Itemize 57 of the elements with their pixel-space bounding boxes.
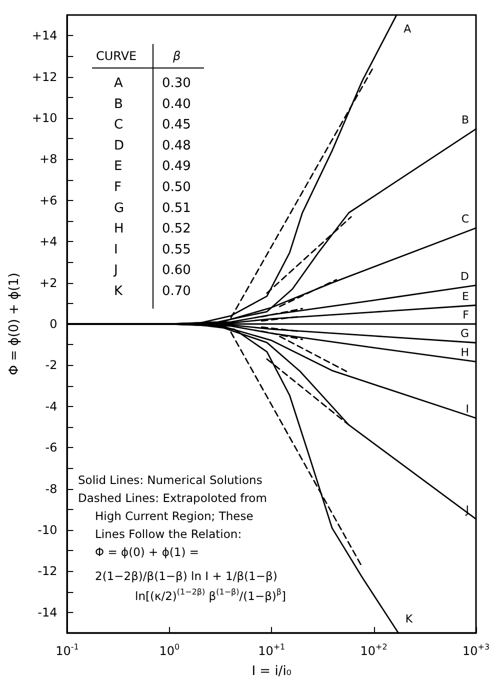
y-tick-label: -14 xyxy=(38,605,58,620)
series-label: G xyxy=(460,327,469,340)
y-tick-label: 0 xyxy=(50,317,58,331)
annotation: G xyxy=(114,200,124,216)
annotation: A xyxy=(114,76,123,92)
annotation: 0.48 xyxy=(162,138,191,154)
series-label: F xyxy=(462,308,469,322)
y-tick-label: -10 xyxy=(38,523,58,537)
y-axis-title: Φ = ϕ(0) + ϕ(1) xyxy=(7,272,22,376)
series-label: B xyxy=(461,113,469,126)
annotation: High Current Region; These xyxy=(95,509,254,523)
y-tick-label: -4 xyxy=(45,399,58,414)
series-label: A xyxy=(404,22,412,36)
y-tick-label: +8 xyxy=(40,152,58,166)
annotation: E xyxy=(114,159,122,174)
annotation: 0.50 xyxy=(162,180,191,196)
annotation: Dashed Lines: Extrapoloted from xyxy=(78,491,267,505)
annotation: 0.45 xyxy=(162,118,191,133)
y-tick-label: -12 xyxy=(38,564,58,578)
annotation: 0.30 xyxy=(162,76,191,92)
y-tick-label: +14 xyxy=(32,28,58,43)
annotation: K xyxy=(114,284,123,300)
annotation: 0.60 xyxy=(162,263,191,278)
annotation: 0.52 xyxy=(162,222,191,237)
annotation: Φ = ϕ(0) + ϕ(1) = xyxy=(95,545,199,559)
annotation: J xyxy=(113,263,118,278)
annotation: B xyxy=(114,96,123,112)
annotation: CURVE xyxy=(96,49,137,63)
annotation: Lines Follow the Relation: xyxy=(95,527,242,541)
annotation: 2(1−2β)/β(1−β) ln I + 1/β(1−β) xyxy=(95,569,278,583)
annotation: 0.49 xyxy=(162,159,191,174)
y-tick-label: -6 xyxy=(45,440,58,455)
annotation: D xyxy=(114,138,124,154)
y-tick-label: +10 xyxy=(32,111,58,125)
y-tick-label: -8 xyxy=(45,482,58,496)
y-tick-label: +4 xyxy=(40,234,58,249)
annotation: C xyxy=(114,118,124,133)
annotation: β xyxy=(172,49,181,63)
annotation: 0.40 xyxy=(162,96,191,112)
annotation: Solid Lines: Numerical Solutions xyxy=(78,473,262,487)
y-tick-label: +6 xyxy=(40,193,58,208)
series-label: C xyxy=(461,212,470,226)
annotation: 0.70 xyxy=(162,284,191,300)
x-axis-title: I = i/i₀ xyxy=(252,664,292,679)
series-label: K xyxy=(405,612,414,626)
series-label: D xyxy=(460,270,469,283)
annotation: F xyxy=(114,180,122,196)
annotation: 0.55 xyxy=(162,242,191,258)
y-tick-label: +2 xyxy=(40,276,58,290)
annotation: 0.51 xyxy=(162,200,191,216)
y-tick-label: -2 xyxy=(45,358,58,372)
annotation: H xyxy=(114,222,124,237)
y-tick-label: +12 xyxy=(32,70,58,84)
series-label: E xyxy=(462,290,470,303)
series-label: H xyxy=(460,346,469,360)
series-label: I xyxy=(466,402,469,416)
annotation: I xyxy=(114,242,118,258)
